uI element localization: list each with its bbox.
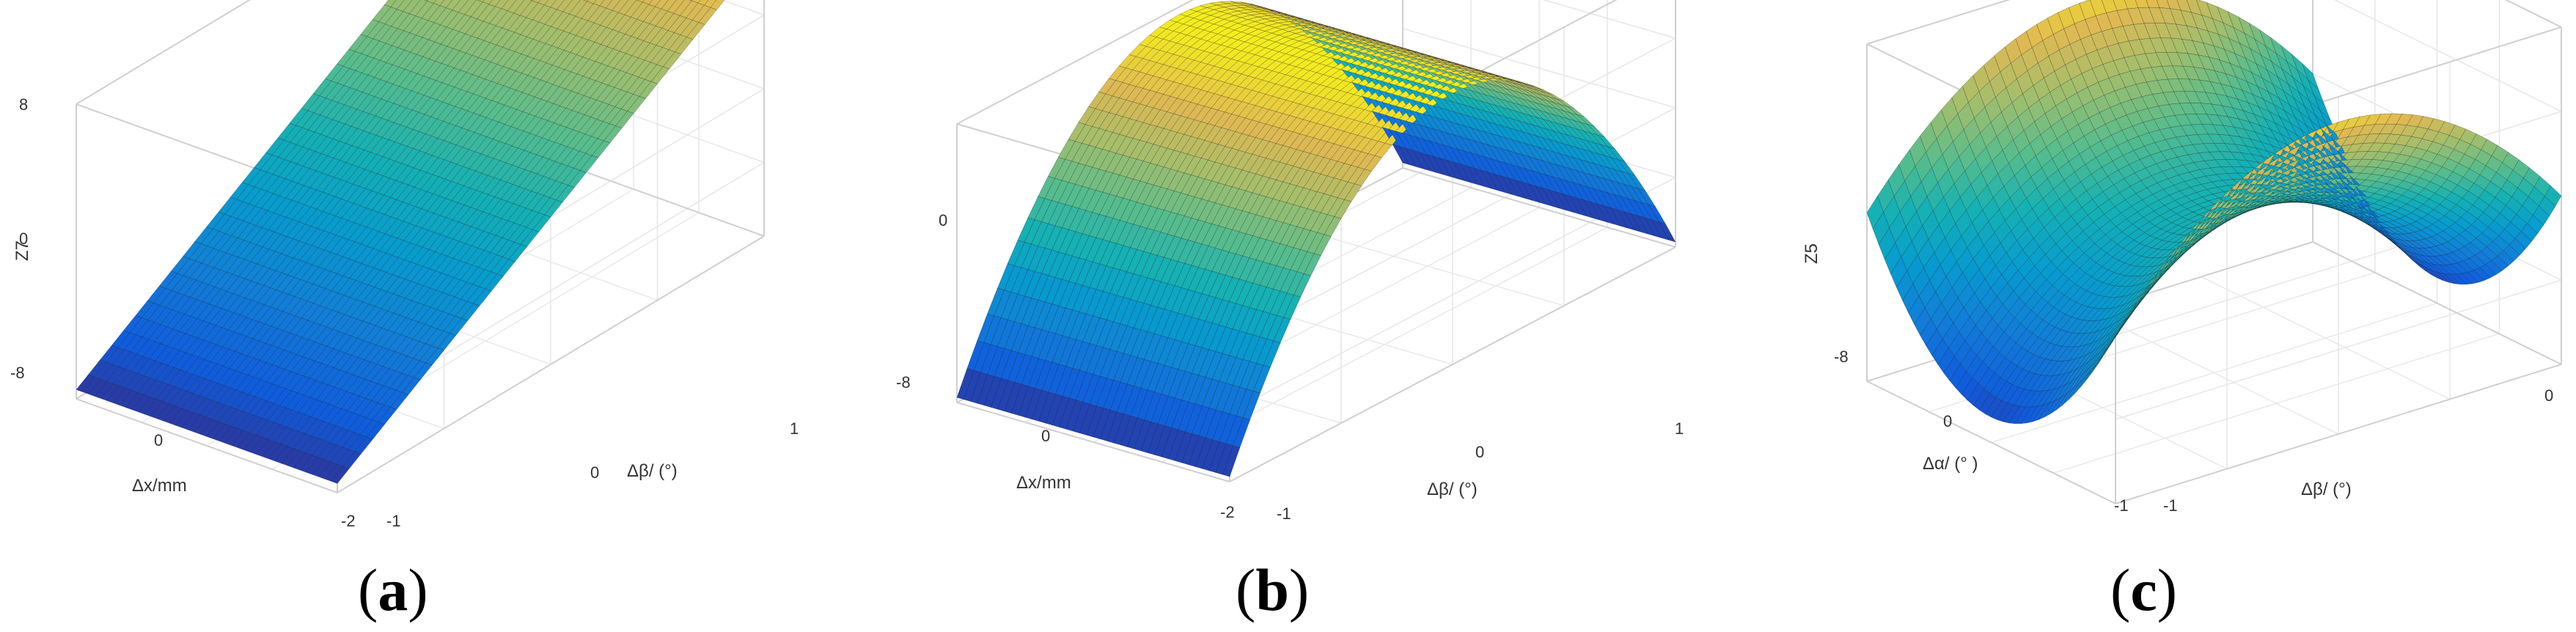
panel-b-caption: (b) bbox=[1236, 556, 1309, 623]
chart-panel-a: 8 0 -8 Z7 0 -2 Δx/mm -1 0 1 Δβ/ (°) (a) bbox=[10, 0, 799, 623]
panel-b-caption-open: ( bbox=[1236, 556, 1255, 623]
panel-a-surface-patch-1511 bbox=[331, 466, 350, 484]
panel-b-z-tick-0: 0 bbox=[939, 211, 947, 229]
panel-a-y-tick-1: 1 bbox=[790, 419, 799, 438]
panel-a-surface bbox=[76, 0, 725, 484]
panel-b-grid-horizontal-b-3 bbox=[1542, 0, 1676, 39]
panel-b-y-tick-1: 1 bbox=[1675, 419, 1684, 438]
panel-b-caption-close: ) bbox=[1289, 556, 1309, 623]
panel-a-caption-letter: a bbox=[378, 556, 408, 623]
panel-b-grid-horizontal-b-2 bbox=[1402, 28, 1676, 109]
panel-a-z-tick-bottom: -8 bbox=[10, 364, 25, 382]
panel-b-box-edge-2 bbox=[1229, 246, 1676, 482]
panel-b-caption-letter: b bbox=[1255, 556, 1289, 623]
panel-b-x-axis-label: Δx/mm bbox=[1016, 473, 1071, 493]
chart-panel-b: 0 -8 0 -2 Δx/mm -1 0 1 Δβ/ (°) (b) bbox=[896, 0, 1684, 623]
panel-b-x-tick-neg2: -2 bbox=[1220, 503, 1235, 521]
panel-b-grid-floor-b-3 bbox=[1291, 226, 1565, 306]
panel-c-surface bbox=[1866, 0, 2562, 425]
panel-a-z-tick-middle: 0 bbox=[19, 229, 28, 248]
panel-a-box-edge-5 bbox=[76, 0, 252, 105]
panel-a-x-tick-neg2: -2 bbox=[341, 512, 356, 530]
panel-b-z-tick-neg8: -8 bbox=[896, 373, 911, 392]
panel-b-surface bbox=[956, 1, 1676, 477]
panel-a-z-tick-top: 8 bbox=[19, 95, 28, 114]
panel-a-caption: (a) bbox=[358, 556, 428, 623]
panel-a-x-axis-label: Δx/mm bbox=[132, 476, 187, 496]
panel-b-y-axis-label: Δβ/ (°) bbox=[1427, 479, 1478, 499]
panel-a-y-tick-neg1: -1 bbox=[386, 512, 401, 530]
panel-b-box-edge-3 bbox=[1402, 167, 1676, 248]
panel-b-box-edge-0 bbox=[956, 402, 1230, 482]
panel-b-box-edge-5 bbox=[956, 0, 1195, 125]
panel-b-x-tick-0: 0 bbox=[1041, 427, 1050, 445]
panel-c-grid-floor-a-3 bbox=[2053, 333, 2500, 474]
panel-a-box-edge-2 bbox=[337, 235, 765, 493]
chart-panel-c: -8 Z5 0 -1 Δα/ (° ) -1 0 Δβ/ (°) (c) bbox=[1802, 0, 2562, 623]
panel-a-y-axis-label: Δβ/ (°) bbox=[627, 461, 678, 481]
panel-a-z-axis-label: Z7 bbox=[12, 240, 32, 261]
panel-a-x-tick-0: 0 bbox=[154, 431, 163, 449]
panel-a-caption-open: ( bbox=[358, 556, 378, 623]
panel-a-box-edge-0 bbox=[76, 398, 338, 493]
panel-b-y-tick-0: 0 bbox=[1475, 443, 1484, 461]
panel-b-y-tick-neg1: -1 bbox=[1277, 504, 1291, 523]
panel-a-y-tick-0: 0 bbox=[590, 463, 599, 482]
panel-a-caption-close: ) bbox=[408, 556, 428, 623]
